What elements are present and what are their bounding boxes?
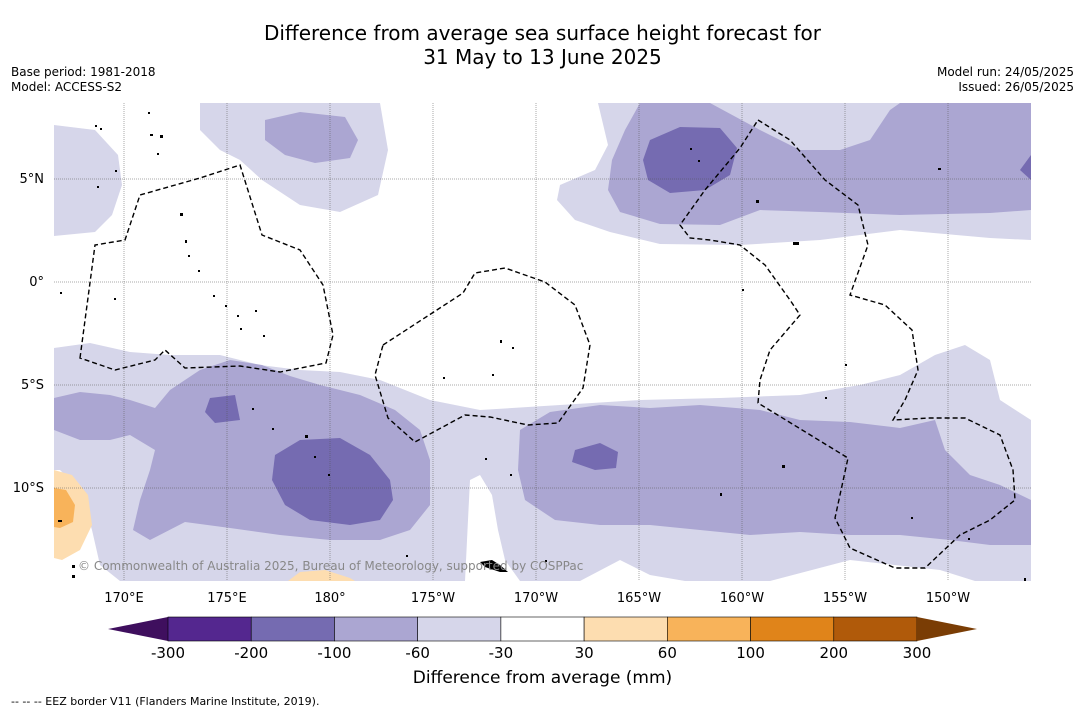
lon-label-170w: 170°W xyxy=(514,591,558,606)
lon-label-160w: 160°W xyxy=(720,591,764,606)
lat-label-10s: 10°S xyxy=(13,481,44,496)
base-period: Base period: 1981-2018 xyxy=(11,65,156,79)
copyright-notice: © Commonwealth of Australia 2025, Bureau… xyxy=(78,559,583,573)
colorbar-tick-label: -60 xyxy=(405,644,430,662)
title-line-1: Difference from average sea surface heig… xyxy=(263,21,822,45)
colorbar-tick-label: 30 xyxy=(575,644,594,662)
eez-legend-note: -- -- -- EEZ border V11 (Flanders Marine… xyxy=(11,695,320,708)
anomaly-region-northwest-light xyxy=(54,125,122,236)
anomaly-region-northeast-dark xyxy=(643,127,737,193)
colorbar-tick-label: 60 xyxy=(658,644,677,662)
colorbar-cell xyxy=(417,616,502,642)
colorbar-min-extension xyxy=(108,617,168,641)
lon-label-170e: 170°E xyxy=(104,591,144,606)
colorbar-cell xyxy=(583,616,668,642)
meta-left: Base period: 1981-2018 Model: ACCESS-S2 xyxy=(11,65,156,95)
anomaly-region-north-mid xyxy=(265,112,358,163)
map-title: Difference from average sea surface heig… xyxy=(0,21,1085,69)
anomaly-region-south-dark xyxy=(272,438,393,525)
gridlines xyxy=(54,103,1031,581)
islands xyxy=(58,112,1026,581)
anomaly-region-small-dark-1 xyxy=(205,395,240,423)
colorbar-cell xyxy=(500,616,585,642)
colorbar-tick-label: 300 xyxy=(903,644,932,662)
lon-label-165w: 165°W xyxy=(617,591,661,606)
colorbar-cell xyxy=(833,616,918,642)
anomaly-region-southwest-positive-strong xyxy=(54,488,75,528)
colorbar-cell xyxy=(667,616,751,642)
eez-borders xyxy=(79,119,1016,569)
colorbar-cells xyxy=(167,616,918,642)
colorbar-tick-label: 200 xyxy=(819,644,848,662)
latitude-labels: 5°N 0° 5°S 10°S xyxy=(13,172,44,496)
lon-label-155w: 155°W xyxy=(823,591,867,606)
colorbar-cell xyxy=(167,616,252,642)
anomaly-region-south-positive xyxy=(288,570,355,581)
colorbar-cell xyxy=(334,616,418,642)
colorbar-tick-label: -30 xyxy=(489,644,514,662)
anomaly-region-south-central-mid xyxy=(518,405,1031,545)
model-run: Model run: 24/05/2025 xyxy=(936,65,1074,79)
colorbar-tick-label: -200 xyxy=(234,644,268,662)
map-area: © Commonwealth of Australia 2025, Bureau… xyxy=(54,103,1031,581)
anomaly-region-far-east-dark xyxy=(1020,155,1031,180)
lon-label-175w: 175°W xyxy=(411,591,455,606)
colorbar: -300 -200 -100 -60 -30 30 60 100 200 300 xyxy=(108,616,977,662)
lat-label-5n: 5°N xyxy=(20,172,45,187)
colorbar-tick-label: 100 xyxy=(736,644,765,662)
lat-label-5s: 5°S xyxy=(21,378,44,393)
model-name: Model: ACCESS-S2 xyxy=(11,80,123,94)
colorbar-tick-labels: -300 -200 -100 -60 -30 30 60 100 200 300 xyxy=(151,644,931,662)
issued-date: Issued: 26/05/2025 xyxy=(958,80,1074,94)
colorbar-max-extension xyxy=(917,617,977,641)
lon-label-150w: 150°W xyxy=(926,591,970,606)
title-line-2: 31 May to 13 June 2025 xyxy=(423,45,662,69)
colorbar-tick-label: -100 xyxy=(317,644,351,662)
colorbar-cell xyxy=(750,616,835,642)
lon-label-180: 180° xyxy=(314,591,345,606)
meta-right: Model run: 24/05/2025 Issued: 26/05/2025 xyxy=(937,65,1074,95)
colorbar-title: Difference from average (mm) xyxy=(412,668,673,688)
longitude-labels: 170°E 175°E 180° 175°W 170°W 165°W 160°W… xyxy=(104,591,970,606)
lat-label-0: 0° xyxy=(29,275,44,290)
colorbar-cell xyxy=(250,616,335,642)
anomaly-region-small-dark-2 xyxy=(572,443,618,470)
colorbar-tick-label: -300 xyxy=(151,644,185,662)
lon-label-175e: 175°E xyxy=(207,591,247,606)
